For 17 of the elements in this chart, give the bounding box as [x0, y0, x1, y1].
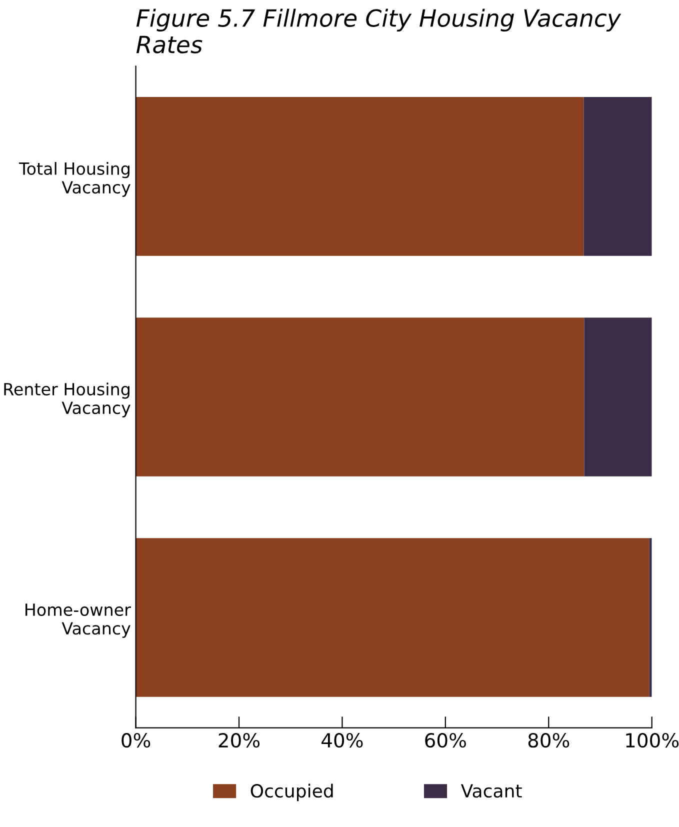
bar — [136, 318, 584, 476]
x-tick-label: 20% — [218, 732, 260, 748]
x-tick-label: 60% — [425, 732, 466, 748]
y-tick-label: Renter Housing Vacancy — [4, 382, 130, 418]
bar — [136, 538, 650, 697]
y-tick-label: Home-owner Vacancy — [26, 604, 131, 638]
x-tick-label: 100% — [626, 732, 679, 748]
bar — [584, 318, 652, 476]
legend-label: Occupied — [250, 784, 333, 802]
bar — [584, 97, 652, 256]
legend-label: Vacant — [460, 784, 522, 798]
chart-title: Figure 5.7 Fillmore City Housing Vacancy Rates — [136, 8, 622, 54]
bar — [136, 97, 584, 256]
y-tick-label: Total Housing Vacancy — [18, 162, 130, 197]
x-tick-label: 80% — [528, 732, 570, 748]
x-tick-label: 0% — [122, 732, 150, 748]
x-tick-label: 40% — [322, 732, 363, 748]
